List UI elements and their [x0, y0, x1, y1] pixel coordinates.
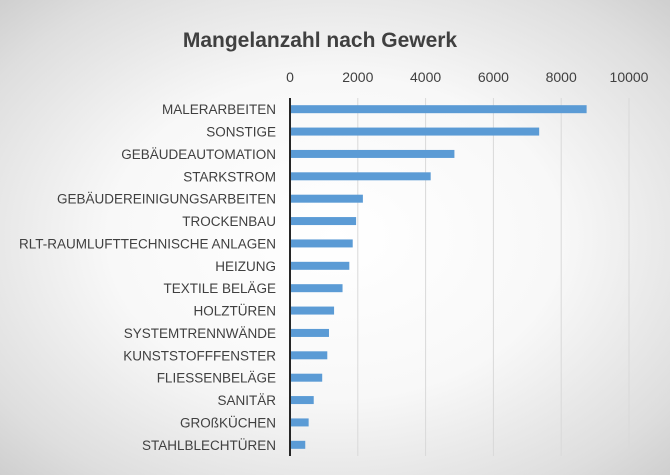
bar-11	[290, 351, 328, 360]
category-label: GEBÄUDEAUTOMATION	[121, 147, 276, 162]
category-label: GEBÄUDEREINIGUNGSARBEITEN	[57, 192, 276, 207]
category-label: HOLZTÜREN	[193, 304, 276, 319]
bar-8	[290, 284, 343, 293]
category-label: GROßKÜCHEN	[180, 415, 276, 430]
category-label: FLIESSENBELÄGE	[157, 371, 276, 386]
category-label: SYSTEMTRENNWÄNDE	[124, 326, 276, 341]
category-label: KUNSTSTOFFFENSTER	[123, 348, 276, 363]
bar-9	[290, 306, 335, 315]
bar-14	[290, 418, 309, 427]
category-label: HEIZUNG	[215, 259, 276, 274]
bar-5	[290, 217, 357, 226]
bars	[290, 105, 587, 449]
x-tick-label: 0	[286, 69, 294, 85]
bar-6	[290, 239, 353, 248]
category-label: SONSTIGE	[206, 125, 276, 140]
category-labels: MALERARBEITEN SONSTIGE GEBÄUDEAUTOMATION ST…	[19, 102, 276, 453]
x-tick-label: 4000	[410, 69, 441, 85]
x-axis-tick-labels: 0 2000 4000 6000 8000 10000	[286, 69, 649, 85]
category-label: SANITÄR	[217, 393, 276, 408]
bar-2	[290, 149, 455, 158]
bar-7	[290, 261, 350, 270]
x-tick-label: 2000	[342, 69, 373, 85]
bar-4	[290, 194, 363, 203]
bar-10	[290, 328, 329, 337]
bar-12	[290, 373, 323, 382]
x-tick-label: 6000	[478, 69, 509, 85]
chart-title: Mangelanzahl nach Gewerk	[183, 29, 458, 52]
x-tick-label: 10000	[610, 69, 649, 85]
bar-13	[290, 396, 314, 405]
x-tick-label: 8000	[546, 69, 577, 85]
bar-3	[290, 172, 431, 181]
category-label: MALERARBEITEN	[162, 102, 276, 117]
category-label: TEXTILE BELÄGE	[163, 281, 276, 296]
bar-1	[290, 127, 540, 136]
bar-15	[290, 440, 306, 449]
bar-0	[290, 105, 587, 114]
category-label: TROCKENBAU	[182, 214, 276, 229]
category-label: RLT-RAUMLUFTTECHNISCHE ANLAGEN	[19, 236, 276, 251]
category-label: STAHLBLECHTÜREN	[142, 438, 276, 453]
category-label: STARKSTROM	[183, 169, 276, 184]
